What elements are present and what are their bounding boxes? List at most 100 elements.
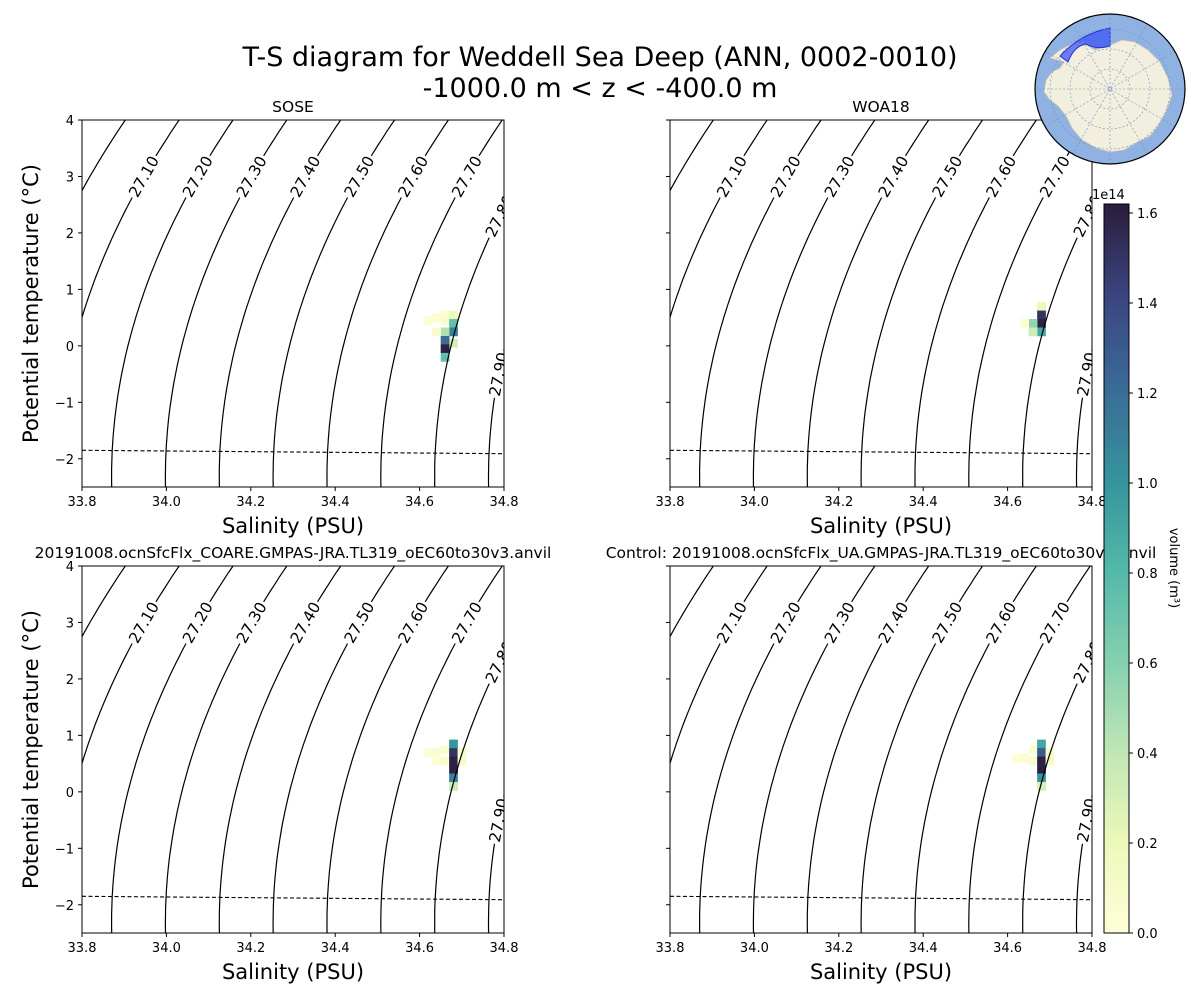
- contour-label: 27.80: [482, 192, 518, 240]
- contour-label-bg: [393, 151, 433, 202]
- axes-frame: [669, 565, 1093, 934]
- contour-label: 27.90: [486, 797, 512, 844]
- contour-label: 27.70: [448, 599, 486, 646]
- density-contour: [806, 120, 930, 487]
- ts-bin-cell: [432, 748, 441, 757]
- contour-label: 27.10: [125, 153, 163, 200]
- density-contour: [272, 566, 395, 933]
- contour-label: 27.50: [929, 153, 967, 200]
- colorbar-tick-label: 0.2: [1137, 837, 1158, 852]
- density-contour: [380, 120, 503, 487]
- contour-label-bg: [1035, 597, 1075, 648]
- contour-label: 27.60: [983, 599, 1021, 646]
- density-contour: [82, 566, 126, 638]
- density-contour: [806, 566, 930, 933]
- contour-label-bg: [927, 151, 967, 202]
- density-contour: [82, 120, 126, 192]
- x-tick-label: 34.6: [405, 495, 434, 510]
- freezing-line: [82, 895, 504, 901]
- contour-label: 27.80: [482, 638, 518, 686]
- density-contour: [860, 566, 983, 933]
- y-tick-label: −2: [55, 453, 74, 468]
- contour-label-bg: [124, 151, 164, 202]
- freezing-line: [82, 449, 504, 455]
- contour-label-bg: [1073, 348, 1092, 400]
- contour-label: 27.90: [486, 351, 512, 398]
- ts-bin-cell: [1037, 319, 1046, 328]
- density-contour: [272, 120, 395, 487]
- antarctic-map-icon: [1034, 13, 1186, 165]
- density-contour: [914, 120, 1037, 487]
- colorbar: 0.0 0.2 0.4 0.6 0.8 1.0 1.2 1.4 1.6 1e14 volume (m…: [1092, 188, 1181, 942]
- x-tick-label: 34.4: [909, 495, 938, 510]
- x-tick-label: 34.4: [909, 941, 938, 956]
- contour-label: 27.10: [713, 599, 751, 646]
- density-contour: [82, 566, 180, 766]
- inset-meridian-line: [1044, 51, 1176, 127]
- x-tick-label: 34.0: [152, 495, 181, 510]
- contour-label-bg: [873, 151, 914, 202]
- x-axis-label: Salinity (PSU): [222, 514, 364, 538]
- density-contour: [670, 120, 714, 192]
- x-tick-label: 34.4: [321, 495, 350, 510]
- x-axis-label: Salinity (PSU): [810, 514, 952, 538]
- x-tick-label: 34.8: [1078, 941, 1107, 956]
- contour-label: 27.60: [395, 599, 433, 646]
- x-tick-label: 34.0: [152, 941, 181, 956]
- density-contour: [542, 120, 663, 487]
- density-contour: [670, 566, 768, 766]
- ts-bin-cell: [1037, 302, 1046, 311]
- contour-label: 27.10: [713, 153, 751, 200]
- ts-bin-cell: [457, 756, 467, 766]
- density-contour: [670, 566, 714, 638]
- ts-bin-cell: [1020, 753, 1029, 763]
- contour-label-bg: [485, 794, 504, 846]
- contour-label-bg: [339, 151, 379, 202]
- x-tick-label: 33.8: [68, 495, 97, 510]
- contour-label-bg: [712, 597, 752, 648]
- ts-bin-cell: [449, 773, 458, 783]
- ts-bin-cell: [432, 756, 441, 766]
- colorbar-gradient: [1103, 203, 1130, 934]
- x-tick-label: 33.8: [656, 495, 685, 510]
- ts-bin-cell: [1020, 319, 1029, 328]
- contour-label: 27.30: [821, 599, 859, 646]
- ts-bin-cell: [1028, 327, 1038, 337]
- ts-bin-cell: [449, 765, 458, 774]
- y-tick-label: 1: [66, 283, 74, 298]
- ts-panel: 20191008.ocnSfcFlx_COARE.GMPAS-JRA.TL319…: [19, 544, 551, 984]
- density-contour: [752, 566, 876, 933]
- ts-bin-cell: [423, 748, 433, 757]
- ts-bin-cell: [440, 756, 450, 766]
- y-axis-label: Potential temperature (°C): [19, 610, 43, 889]
- colorbar-tick-label: 0.8: [1137, 567, 1158, 582]
- contour-label: 27.20: [767, 153, 805, 200]
- y-tick-label: −1: [55, 396, 74, 411]
- density-contour: [699, 566, 822, 933]
- contour-label: 27.90: [1074, 797, 1100, 844]
- y-tick-label: 1: [66, 729, 74, 744]
- x-tick-label: 34.4: [321, 941, 350, 956]
- inset-latitude-line: [1049, 28, 1171, 150]
- density-contour: [164, 120, 288, 487]
- density-contour: [164, 566, 288, 933]
- ts-bin-cell: [1037, 327, 1046, 337]
- inset-meridian-line: [1072, 23, 1148, 155]
- contour-label: 27.20: [179, 599, 217, 646]
- x-tick-label: 33.8: [656, 941, 685, 956]
- figure-title-line1: T-S diagram for Weddell Sea Deep (ANN, 0…: [242, 42, 958, 73]
- colorbar-tick-label: 1.4: [1137, 297, 1158, 312]
- contour-label: 27.50: [341, 153, 379, 200]
- contour-label: 27.60: [983, 153, 1021, 200]
- inset-meridian-line: [1072, 23, 1148, 155]
- density-contour: [487, 347, 504, 487]
- contour-label-bg: [1068, 636, 1092, 688]
- axes-frame: [669, 119, 1093, 488]
- x-tick-label: 34.0: [740, 495, 769, 510]
- contour-label-bg: [231, 151, 272, 202]
- x-tick-label: 34.2: [236, 495, 265, 510]
- colorbar-tick-label: 0.6: [1137, 657, 1158, 672]
- ts-bin-cell: [1037, 781, 1046, 791]
- ts-bin-cell: [440, 335, 450, 345]
- density-contour: [218, 120, 342, 487]
